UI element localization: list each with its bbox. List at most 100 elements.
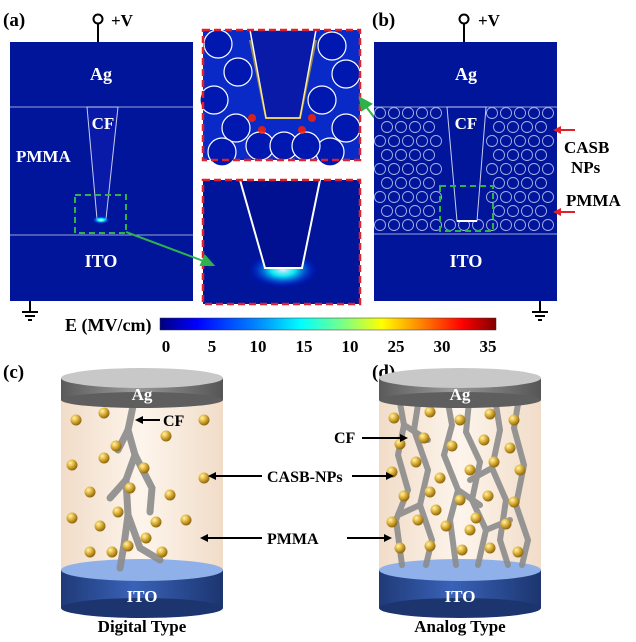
panel-b-particle-36 [374,163,386,175]
colorbar-tick-7: 35 [480,337,497,356]
panel-d-np-7 [446,440,458,452]
panel-b-particle-63 [542,191,554,203]
panel-a-ito-label: ITO [85,251,118,271]
panel-d-np-17 [424,486,436,498]
panel-c-ito-bottom [61,598,223,618]
panel-d-ag-bottom [379,392,541,408]
panel-c-np-11 [164,489,176,501]
zoom-inset-bottom [201,178,362,306]
panel-c-np-0 [70,414,82,426]
panel-b-np-pointer-head [553,126,561,134]
panel-b-particle-45 [542,163,554,175]
panel-d-np-11 [410,456,422,468]
panel-c-np-pointer-head [208,472,216,480]
panel-d-np-13 [464,464,476,476]
panel-b-particle-46 [381,177,393,189]
panel-d-pmma-pointer-head [384,534,392,542]
panel-b-particle-35 [535,149,547,161]
panel-b-zoom-box [439,185,494,232]
panel-d-np-31 [430,504,442,516]
panel-d-ito-label: ITO [445,587,476,606]
panel-b-particle-16 [521,121,533,133]
panel-b-particle-19 [388,135,400,147]
panel-b-particle-29 [395,149,407,161]
panel-c-np-label: CASB-NPs [267,469,343,486]
panel-d-np-21 [386,516,398,528]
inset-top-particle-6 [331,59,361,89]
panel-c-np-14 [94,520,106,532]
panel-b-particle-25 [514,135,526,147]
panel-d-np-30 [512,546,524,558]
arrow-b-head [358,96,373,112]
panel-b-particle-27 [542,135,554,147]
panel-b-particle-21 [416,135,428,147]
panel-b-particle-54 [374,191,386,203]
panel-b-ito-label: ITO [450,251,483,271]
panel-c-np-9 [84,486,96,498]
panel-a-pmma-label: PMMA [16,147,71,166]
panel-a-letter: (a) [3,10,25,31]
panel-b-particle-83 [528,219,540,231]
panel-b-particle-42 [500,163,512,175]
panel-c-np-3 [198,414,210,426]
panel-b-particle-57 [416,191,428,203]
arrow-a-head [199,254,216,266]
panel-b-particle-38 [402,163,414,175]
panel-c-ag-top [61,368,223,388]
panel-b-particle-23 [486,135,498,147]
panel-b-particle-48 [409,177,421,189]
panel-b-particle-10 [381,121,393,133]
panel-b-particle-76 [430,219,442,231]
panel-b-particle-62 [528,191,540,203]
panel-d-np-3 [484,408,496,420]
panel-b-ground-icon [532,301,548,321]
panel-c-cf-pointer-head [135,416,143,424]
inset-top-particle-1 [223,57,253,87]
panel-b-cf-label: CF [455,114,478,133]
panel-b-particle-56 [402,191,414,203]
panel-a-terminal-icon [92,13,104,25]
inset-top-particle-0 [203,29,233,59]
panel-b-particle-65 [395,205,407,217]
panel-b-particle-34 [521,149,533,161]
panel-b-particle-49 [423,177,435,189]
panel-d-cf-label: CF [334,430,356,447]
panel-d-np-29 [484,542,496,554]
panel-b-particle-39 [416,163,428,175]
inset-top-particle-2 [199,85,229,115]
panel-c-np-18 [84,546,96,558]
panel-c-np-8 [198,472,210,484]
panel-b-ag-label: Ag [455,64,477,84]
colorbar-gradient [159,317,497,331]
panel-c-np-13 [66,512,78,524]
inset-top-hotspot-2 [258,126,266,134]
panel-b-particle-26 [528,135,540,147]
panel-b-particle-61 [514,191,526,203]
panel-d-np-26 [394,542,406,554]
panel-c-np-12 [112,506,124,518]
inset-top-particle-7 [307,85,337,115]
colorbar: E (MV/cm) 0 5 10 15 10 25 30 35 [65,315,497,356]
panel-a-zoom-box [74,194,127,234]
panel-b-particle-15 [507,121,519,133]
panel-b-particle-33 [507,149,519,161]
panel-d-np-12 [434,472,446,484]
panel-c-np-21 [140,532,152,544]
inset-top-hotspot-3 [298,126,306,134]
panel-b-terminal-icon [458,13,470,25]
panel-b-particle-20 [402,135,414,147]
panel-a-ground-icon [22,301,38,321]
panel-b-particle-84 [542,219,554,231]
panel-b-particle-13 [423,121,435,133]
panel-b-particle-68 [493,205,505,217]
panel-b-letter: (b) [372,10,395,31]
panel-d-np-5 [394,438,406,450]
inset-top-hotspot-0 [248,114,256,122]
panel-b-particle-31 [423,149,435,161]
colorbar-tick-3: 15 [296,337,313,356]
panel-b-particle-80 [486,219,498,231]
panel-c-ag-bottom [61,392,223,408]
panel-d-np-4 [508,414,520,426]
panel-d-np-1 [424,406,436,418]
